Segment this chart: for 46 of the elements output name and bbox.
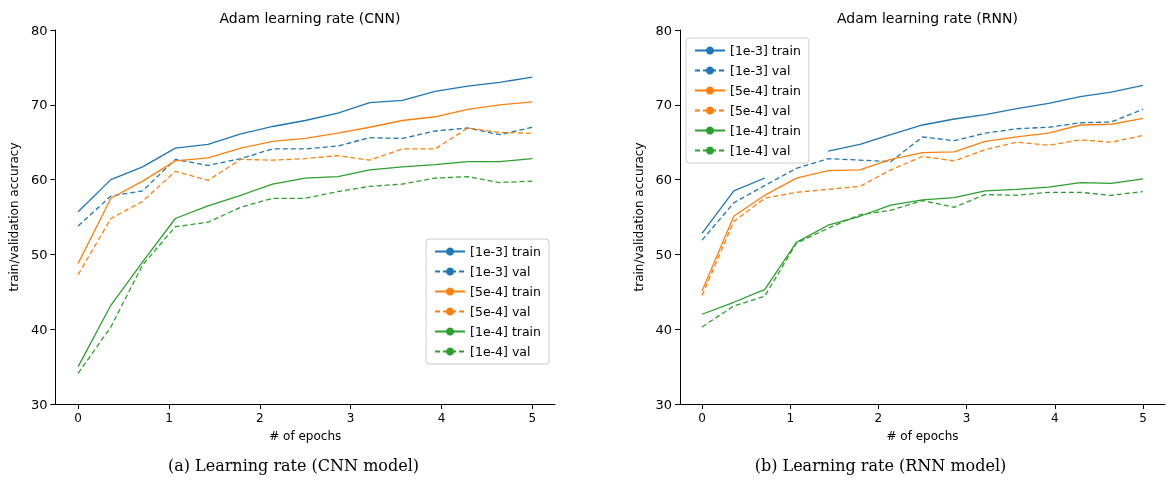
y-tick-label: 80	[655, 22, 672, 38]
text: (b) Learning rate (RNN model)	[753, 456, 1008, 475]
y-tick-label: 40	[655, 321, 672, 337]
legend-label: [1e-4] train	[470, 324, 542, 339]
line-series	[77, 76, 533, 213]
x-axis-title: # of epochs	[269, 429, 342, 443]
legend-label: [1e-4] val	[470, 344, 531, 359]
y-tick-label: 40	[30, 321, 48, 337]
x-axis-title: # of epochs	[886, 429, 959, 443]
x-tick-label: 3	[962, 411, 971, 425]
legend-label: [5e-4] train	[470, 284, 542, 299]
x-tick-label: 3	[346, 411, 355, 425]
legend-label: [1e-3] val	[470, 264, 531, 279]
x-tick-label: 2	[874, 411, 883, 425]
chart-title: Adam learning rate (RNN)	[837, 10, 1018, 26]
legend-label: [5e-4] train	[730, 83, 801, 98]
x-tick-label: 1	[786, 411, 795, 425]
y-axis-title: train/validation accuracy	[7, 142, 21, 292]
y-tick-label: 60	[655, 172, 672, 188]
legend-label: [1e-3] train	[730, 43, 801, 58]
x-tick-label: 5	[1139, 411, 1147, 425]
x-tick-label: 4	[1050, 411, 1059, 425]
y-tick-label: 50	[30, 246, 48, 262]
x-tick-label: 2	[255, 411, 264, 425]
x-tick-label: 1	[165, 411, 173, 425]
line-series	[77, 126, 533, 227]
y-tick-label: 50	[655, 246, 672, 262]
x-tick-label: 4	[437, 411, 446, 425]
legend-label: [1e-4] train	[730, 123, 801, 138]
y-tick-label: 60	[30, 172, 48, 188]
y-axis-title: train/validation accuracy	[631, 142, 646, 292]
y-tick-label: 70	[655, 97, 672, 113]
y-tick-label: 30	[655, 396, 672, 412]
x-tick-label: 5	[528, 411, 537, 425]
y-tick-label: 70	[30, 97, 48, 113]
x-tick-label: 0	[698, 411, 706, 425]
y-tick-label: 80	[30, 22, 48, 38]
x-tick-label: 0	[74, 411, 82, 425]
legend-label: [1e-3] val	[730, 63, 791, 78]
legend-label: [5e-4] val	[730, 103, 791, 118]
legend-label: [1e-4] val	[730, 143, 791, 158]
y-tick-label: 30	[30, 396, 48, 412]
legend-label: [1e-3] train	[470, 244, 542, 259]
legend-label: [5e-4] val	[470, 304, 531, 319]
text: (a) Learning rate (CNN model)	[166, 456, 421, 475]
chart-title: Adam learning rate (CNN)	[219, 10, 401, 26]
